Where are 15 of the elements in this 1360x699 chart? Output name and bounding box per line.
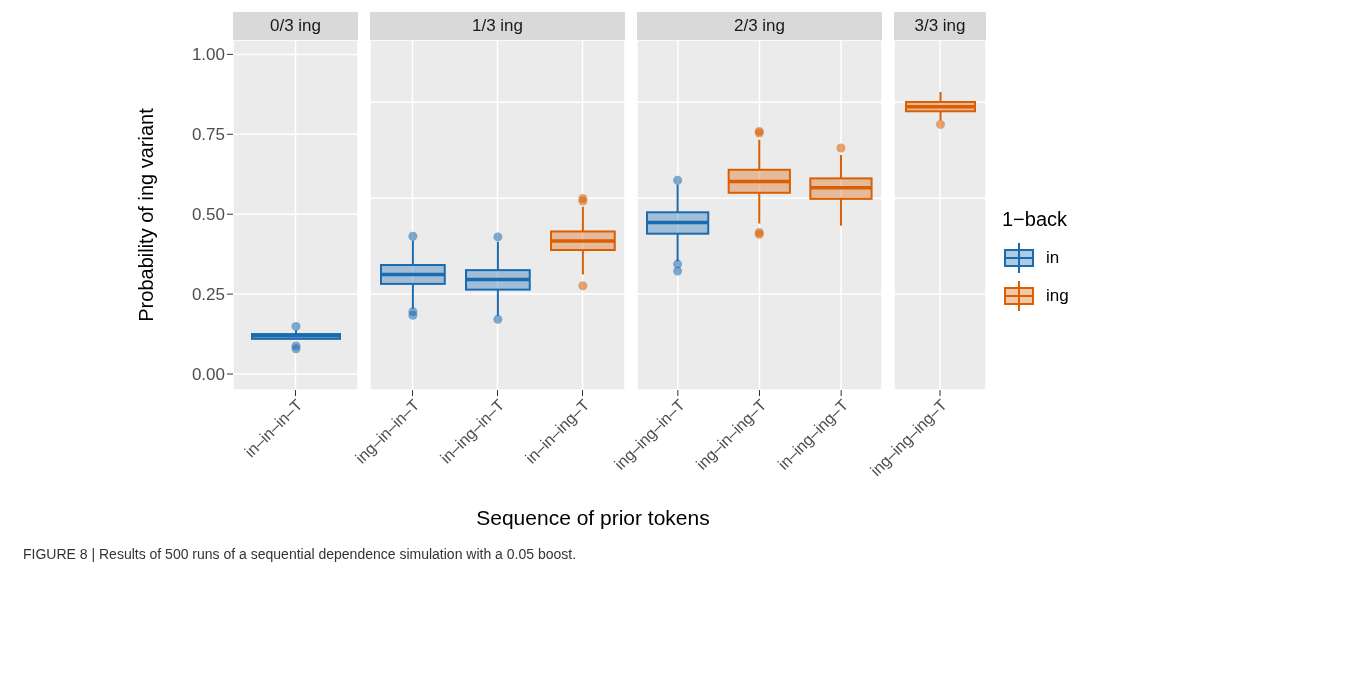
caption: FIGURE 8 | Results of 500 runs of a sequential dependence simulation with a 0.05 boost.: [23, 546, 578, 562]
y-tick-label: 0.75: [191, 125, 225, 145]
y-axis-title: Probability of ing variant: [135, 107, 158, 322]
y-tick-label: 0.00: [191, 365, 225, 385]
legend-label: ing: [1046, 285, 1069, 306]
legend-title: 1−back: [1002, 207, 1069, 231]
legend-label: in: [1046, 247, 1060, 268]
chart-title: 0/3 ing: [233, 12, 358, 40]
chart-title: 3/3 ing: [894, 12, 986, 40]
chart-title: 1/3 ing: [370, 12, 625, 40]
y-tick-label: 0.50: [191, 205, 225, 225]
chart-title: 2/3 ing: [637, 12, 882, 40]
y-tick-label: 0.25: [191, 285, 225, 305]
y-tick-label: 1.00: [191, 45, 225, 65]
x-axis-title: Sequence of prior tokens: [475, 506, 711, 530]
